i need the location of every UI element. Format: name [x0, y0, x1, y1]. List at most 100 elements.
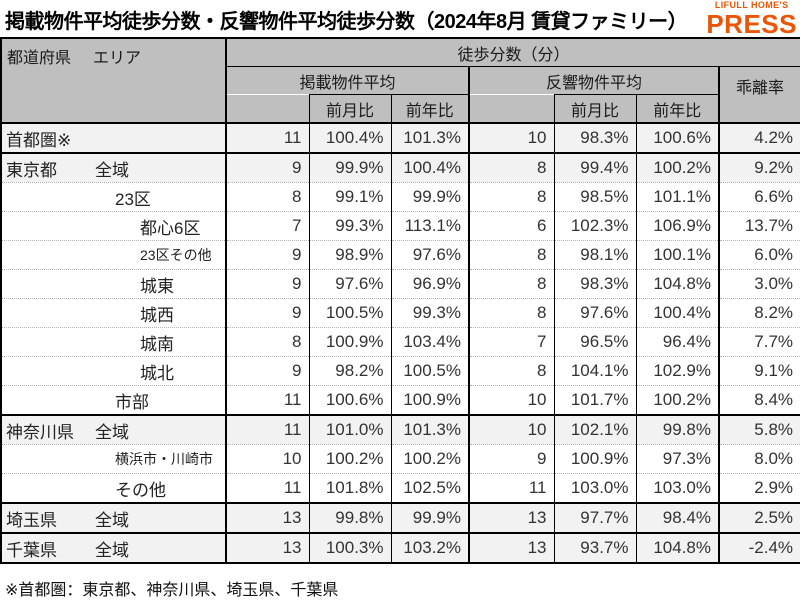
response-avg-value: 8 — [469, 269, 555, 299]
listed-mom-value: 99.1% — [309, 182, 392, 212]
prefecture-label: 神奈川県 — [6, 422, 74, 442]
deviation-value: 8.4% — [719, 385, 800, 415]
listed-mom-value: 101.8% — [309, 473, 392, 503]
listed-mom-value: 100.3% — [309, 532, 392, 563]
listed-avg-value: 11 — [226, 414, 310, 445]
listed-yoy-value: 103.4% — [391, 327, 470, 357]
listed-yoy-value: 113.1% — [391, 211, 470, 241]
deviation-value: 2.9% — [719, 473, 800, 503]
listed-yoy-value: 99.3% — [391, 298, 470, 328]
response-mom-value: 97.7% — [554, 502, 637, 533]
listed-mom-value: 100.5% — [309, 298, 392, 328]
table-row: 城西 9 100.5% 99.3% 8 97.6% 100.4% 8.2% — [1, 298, 800, 328]
response-avg-value: 13 — [469, 502, 555, 533]
prefecture-column-header: 都道府県 — [7, 50, 72, 67]
response-avg-value: 10 — [469, 385, 555, 415]
response-mom-value: 98.5% — [554, 182, 637, 212]
listed-average-header: 掲載物件平均 — [226, 66, 470, 95]
response-yoy-value: 98.4% — [636, 502, 720, 533]
listed-avg-value: 11 — [226, 385, 310, 415]
listed-mom-value: 100.6% — [309, 385, 392, 415]
listed-mom-value: 101.0% — [309, 414, 392, 445]
corner-header: 都道府県 エリア — [1, 38, 227, 124]
page-title: 掲載物件平均徒歩分数・反響物件平均徒歩分数（2024年8月 賃貸ファミリー） — [5, 11, 688, 33]
area-cell: 埼玉県 全域 — [1, 502, 227, 533]
listed-mom-value: 100.4% — [309, 122, 392, 153]
response-mom-value: 96.5% — [554, 327, 637, 357]
deviation-value: 8.0% — [719, 444, 800, 474]
response-mom-value: 93.7% — [554, 532, 637, 563]
walk-minutes-table: 都道府県 エリア 徒歩分数（分） 掲載物件平均 反響物件平均 乖離率 前月比 前年… — [0, 37, 800, 564]
area-column-header: エリア — [93, 50, 142, 67]
area-label: その他 — [115, 480, 166, 500]
area-cell: 城南 — [1, 327, 227, 357]
table-row: 首都圏※ 11 100.4% 101.3% 10 98.3% 100.6% 4.… — [1, 122, 800, 153]
listed-avg-value: 9 — [226, 298, 310, 328]
header-row-3: 前月比 前年比 前月比 前年比 — [1, 94, 800, 124]
table-row: その他 11 101.8% 102.5% 11 103.0% 103.0% 2.… — [1, 473, 800, 503]
listed-avg-value: 8 — [226, 327, 310, 357]
area-label: 23区 — [115, 189, 151, 209]
area-label: 全域 — [95, 422, 129, 442]
lifull-homes-press-logo: LIFULL HOME'S PRESS — [706, 0, 797, 39]
listed-mom-value: 99.8% — [309, 502, 392, 533]
area-cell: 千葉県 全域 — [1, 532, 227, 563]
prefecture-label: 千葉県 — [6, 540, 57, 560]
listed-yoy-value: 102.5% — [391, 473, 470, 503]
response-mom-value: 100.9% — [554, 444, 637, 474]
logo-press-text: PRESS — [706, 9, 797, 39]
response-yoy-value: 104.8% — [636, 269, 720, 299]
header-row-1: 都道府県 エリア 徒歩分数（分） — [1, 38, 800, 124]
area-label: 市部 — [115, 392, 149, 412]
deviation-value: 6.0% — [719, 240, 800, 270]
deviation-value: 13.7% — [719, 211, 800, 241]
response-avg-value: 8 — [469, 152, 555, 183]
area-label: 城西 — [140, 305, 174, 325]
table-row: 城北 9 98.2% 100.5% 8 104.1% 102.9% 9.1% — [1, 356, 800, 386]
listed-yoy-value: 100.4% — [391, 152, 470, 183]
response-mom-value: 102.1% — [554, 414, 637, 445]
area-label: 城北 — [140, 363, 174, 383]
table-row: 都心6区 7 99.3% 113.1% 6 102.3% 106.9% 13.7… — [1, 211, 800, 241]
response-avg-value: 11 — [469, 473, 555, 503]
area-cell: 都心6区 — [1, 211, 227, 241]
listed-avg-value: 11 — [226, 473, 310, 503]
response-yoy-value: 96.4% — [636, 327, 720, 357]
listed-avg-value: 9 — [226, 269, 310, 299]
listed-mom-value: 99.9% — [309, 152, 392, 183]
area-cell: 横浜市・川崎市 — [1, 444, 227, 474]
walk-minutes-header: 徒歩分数（分） — [226, 38, 800, 67]
deviation-value: 9.1% — [719, 356, 800, 386]
area-label: 全域 — [95, 160, 129, 180]
listed-yoy-value: 101.3% — [391, 122, 470, 153]
area-cell: 首都圏※ — [1, 122, 227, 153]
table-row: 城東 9 97.6% 96.9% 8 98.3% 104.8% 3.0% — [1, 269, 800, 299]
listed-avg-value: 7 — [226, 211, 310, 241]
listed-yoy-value: 97.6% — [391, 240, 470, 270]
listed-avg-value: 9 — [226, 356, 310, 386]
listed-avg-value: 11 — [226, 122, 310, 153]
response-avg-value: 9 — [469, 444, 555, 474]
area-label: 城東 — [140, 276, 174, 296]
listed-mom-value: 99.3% — [309, 211, 392, 241]
response-avg-value: 10 — [469, 414, 555, 445]
response-mom-value: 103.0% — [554, 473, 637, 503]
listed-mom-value: 98.2% — [309, 356, 392, 386]
table-row: 神奈川県 全域 11 101.0% 101.3% 10 102.1% 99.8% … — [1, 414, 800, 445]
logo-lifull-homes-text: LIFULL HOME'S — [714, 0, 789, 10]
listed-mom-header: 前月比 — [309, 94, 392, 124]
response-avg-value: 10 — [469, 122, 555, 153]
response-yoy-value: 97.3% — [636, 444, 720, 474]
response-yoy-value: 106.9% — [636, 211, 720, 241]
table-row: 東京都 全域 9 99.9% 100.4% 8 99.4% 100.2% 9.2% — [1, 152, 800, 183]
listed-avg-value: 13 — [226, 532, 310, 563]
area-cell: 市部 — [1, 385, 227, 415]
area-cell: その他 — [1, 473, 227, 503]
response-avg-value: 8 — [469, 356, 555, 386]
deviation-value: 2.5% — [719, 502, 800, 533]
area-cell: 城西 — [1, 298, 227, 328]
area-label: 都心6区 — [140, 218, 201, 238]
listed-mom-value: 100.2% — [309, 444, 392, 474]
response-average-header: 反響物件平均 — [469, 66, 720, 95]
prefecture-label: 東京都 — [6, 160, 57, 180]
